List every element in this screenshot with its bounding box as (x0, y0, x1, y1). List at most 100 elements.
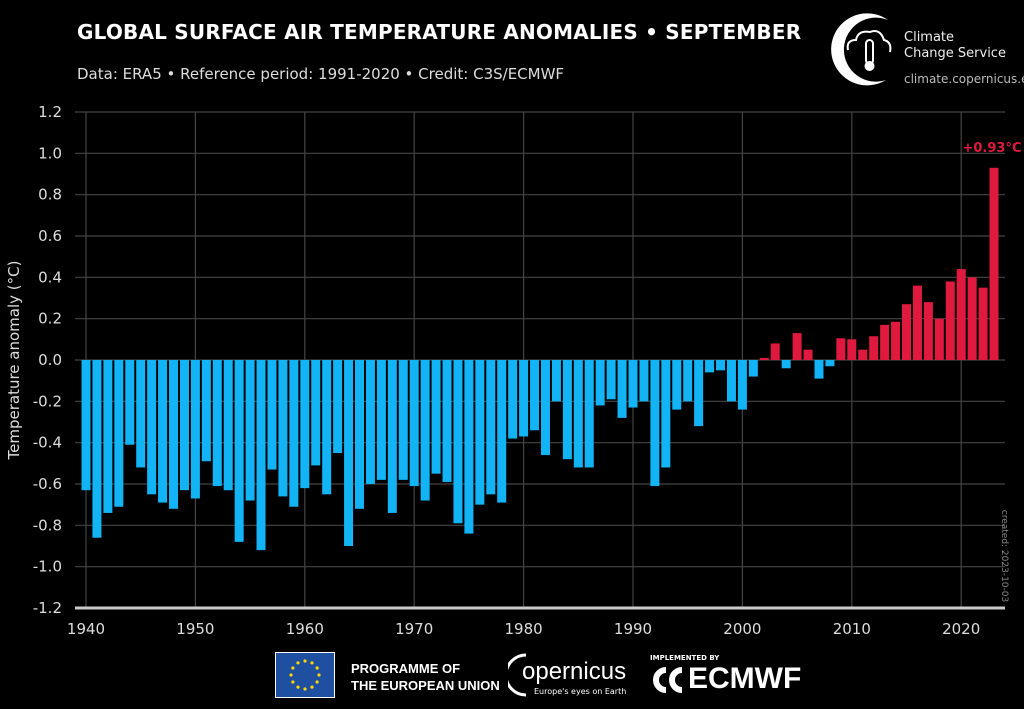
eu-star-icon (289, 673, 293, 677)
bar-1960 (300, 360, 310, 489)
bar-2020 (956, 269, 966, 360)
bar-1958 (278, 360, 288, 497)
bar-1954 (234, 360, 244, 542)
y-tick-label: 1.0 (38, 144, 62, 162)
eu-flag-icon (275, 652, 335, 698)
bar-1959 (289, 360, 299, 507)
bar-2007 (814, 360, 824, 379)
bar-1999 (726, 360, 736, 402)
bar-1971 (420, 360, 430, 501)
bar-1993 (661, 360, 671, 468)
y-tick-label: 1.2 (38, 103, 62, 121)
eu-line1: PROGRAMME OF (351, 661, 461, 676)
bar-1955 (245, 360, 255, 501)
bar-1976 (475, 360, 485, 505)
bar-1952 (212, 360, 222, 487)
bar-1962 (322, 360, 332, 495)
bar-2019 (945, 281, 955, 360)
bar-2012 (869, 336, 879, 360)
bar-1980 (519, 360, 529, 437)
bar-1940 (81, 360, 91, 491)
bar-1990 (628, 360, 638, 408)
logo-line1: Climate (904, 30, 955, 45)
bar-2000 (737, 360, 747, 410)
bar-2013 (880, 324, 890, 360)
bar-1974 (453, 360, 463, 524)
bar-1951 (201, 360, 211, 462)
y-tick-label: 0.6 (38, 227, 62, 245)
bar-1966 (365, 360, 375, 484)
y-tick-label: 0.2 (38, 310, 62, 328)
x-tick-label: 1990 (614, 620, 652, 638)
bar-1969 (398, 360, 408, 480)
bar-2005 (792, 333, 802, 360)
eu-programme-text: PROGRAMME OF THE EUROPEAN UNION (351, 660, 500, 694)
y-tick-label: -0.8 (33, 516, 62, 534)
bar-1946 (147, 360, 157, 495)
eu-star-icon (296, 661, 300, 665)
implemented-by: IMPLEMENTED BY (650, 654, 720, 662)
eu-star-icon (303, 687, 307, 691)
eu-star-icon (303, 659, 307, 663)
bar-2021 (967, 277, 977, 360)
bar-2011 (858, 349, 868, 360)
bar-2001 (748, 360, 758, 377)
bar-2018 (934, 318, 944, 360)
bar-2014 (891, 321, 901, 360)
eu-star-icon (291, 680, 295, 684)
bar-2009 (836, 338, 846, 360)
x-tick-label: 1950 (176, 620, 214, 638)
bar-1975 (464, 360, 474, 534)
bar-1965 (355, 360, 364, 509)
chart-subtitle: Data: ERA5 • Reference period: 1991-2020… (77, 65, 565, 83)
bar-2003 (770, 343, 780, 360)
bar-1963 (333, 360, 343, 453)
x-tick-label: 2020 (942, 620, 980, 638)
bar-1985 (573, 360, 583, 468)
bar-1949 (179, 360, 189, 491)
cloud-thermometer-icon (831, 13, 892, 86)
y-tick-label: -0.4 (33, 434, 62, 452)
bar-1972 (431, 360, 441, 474)
bar-1968 (387, 360, 397, 513)
bar-2017 (923, 302, 933, 360)
bar-1961 (311, 360, 321, 466)
bar-1978 (497, 360, 507, 503)
bar-1995 (683, 360, 693, 402)
ecmwf-wordmark: ECMWF (688, 662, 802, 695)
bar-1967 (376, 360, 386, 480)
bar-1942 (103, 360, 113, 513)
copernicus-wordmark: opernicus (522, 658, 627, 685)
bar-1943 (114, 360, 124, 507)
bar-1992 (650, 360, 660, 487)
y-tick-label: -0.6 (33, 475, 62, 493)
x-tick-label: 1970 (395, 620, 433, 638)
x-tick-label: 2000 (723, 620, 761, 638)
last-value-annotation: +0.93°C (962, 141, 1021, 156)
y-tick-label: 0.8 (38, 186, 62, 204)
bar-2002 (759, 357, 769, 360)
bar-1945 (136, 360, 146, 468)
bar-1988 (606, 360, 616, 400)
ecmwf-symbol-icon (653, 667, 683, 693)
bar-1989 (617, 360, 627, 418)
copernicus-logo: opernicus Europe's eyes on Earth (508, 652, 626, 702)
bar-2016 (912, 285, 922, 360)
bar-1941 (92, 360, 102, 538)
bar-2004 (781, 360, 791, 369)
bar-1953 (223, 360, 233, 491)
y-axis-label: Temperature anomaly (°C) (5, 261, 23, 461)
bar-2022 (978, 287, 988, 360)
logo-line2: Change Service (904, 46, 1006, 61)
bar-1964 (344, 360, 354, 546)
bar-1991 (639, 360, 649, 402)
bar-2023 (989, 167, 999, 360)
y-tick-label: -1.2 (33, 599, 62, 617)
bar-2008 (825, 360, 835, 367)
bar-1986 (584, 360, 594, 468)
chart-title: GLOBAL SURFACE AIR TEMPERATURE ANOMALIES… (77, 20, 802, 44)
eu-star-icon (310, 661, 314, 665)
eu-star-icon (310, 685, 314, 689)
bar-2010 (847, 339, 857, 360)
